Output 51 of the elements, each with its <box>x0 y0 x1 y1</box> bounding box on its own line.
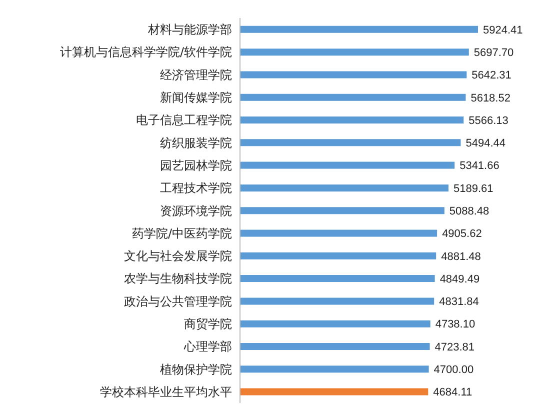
y-tick-label: 心理学部 <box>183 340 232 354</box>
data-label: 4738.10 <box>435 318 476 331</box>
data-label: 5088.48 <box>449 206 490 218</box>
data-label: 4881.48 <box>441 250 481 263</box>
y-tick-label: 资源环境学院 <box>160 204 232 218</box>
bar <box>240 230 438 237</box>
y-tick-label: 材料与能源学部 <box>147 22 232 37</box>
bar <box>240 94 466 101</box>
bar <box>240 275 435 282</box>
y-tick-label: 农学与生物科技学院 <box>124 272 232 286</box>
data-label: 5341.66 <box>460 160 500 172</box>
y-tick-label: 经济管理学院 <box>160 68 232 82</box>
y-tick-label: 学校本科毕业生平均水平 <box>100 384 232 399</box>
data-label: 4849.49 <box>440 273 480 286</box>
data-label: 5566.13 <box>468 114 508 127</box>
data-label: 4684.11 <box>433 386 472 399</box>
bar <box>240 184 448 192</box>
bar <box>240 26 478 33</box>
y-tick-label: 药学院/中医药学院 <box>132 226 232 240</box>
bar <box>240 116 464 124</box>
bar <box>240 207 444 214</box>
bar <box>240 342 430 350</box>
bar <box>240 320 430 328</box>
bar <box>240 48 469 56</box>
data-label: 5189.61 <box>453 182 494 195</box>
bar <box>240 252 436 260</box>
data-label: 5924.41 <box>483 24 523 36</box>
data-label: 4723.81 <box>434 341 475 354</box>
y-tick-label: 商贸学院 <box>184 316 232 331</box>
data-label: 4700.00 <box>434 364 474 376</box>
y-tick-label: 文化与社会发展学院 <box>124 249 232 264</box>
data-label: 4831.84 <box>439 296 479 308</box>
bar <box>240 71 467 78</box>
y-tick-label: 植物保护学院 <box>160 362 232 376</box>
y-tick-label: 计算机与信息科学学院/软件学院 <box>60 45 232 60</box>
data-label: 4905.62 <box>442 228 482 240</box>
y-tick-label: 政治与公共管理学院 <box>124 294 232 308</box>
y-tick-label: 纺织服装学院 <box>160 136 232 150</box>
data-label: 5494.44 <box>466 138 506 150</box>
bar <box>240 298 434 305</box>
y-tick-label: 电子信息工程学院 <box>136 113 232 128</box>
bar <box>240 139 461 146</box>
y-tick-label: 园艺园林学院 <box>160 158 232 172</box>
data-label: 5642.31 <box>472 70 512 82</box>
bar <box>240 388 428 396</box>
y-tick-label: 工程技术学院 <box>160 181 232 196</box>
bar <box>240 162 455 169</box>
data-label: 5697.70 <box>474 46 514 59</box>
y-tick-label: 新闻传媒学院 <box>160 90 232 105</box>
data-label: 5618.52 <box>470 92 510 104</box>
bar <box>240 366 429 373</box>
